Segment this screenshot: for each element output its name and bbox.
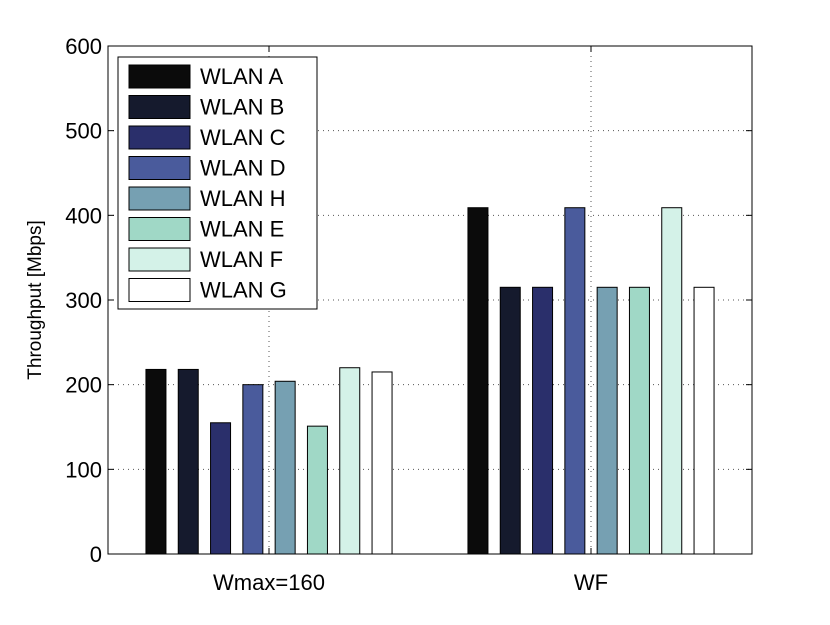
y-tick-label: 400	[65, 203, 102, 228]
y-tick-label: 500	[65, 119, 102, 144]
y-tick-label: 600	[65, 34, 102, 59]
bar-wlan-c-1	[210, 422, 232, 555]
legend-label: WLAN D	[200, 156, 286, 181]
y-tick-label: 100	[65, 457, 102, 482]
y-tick-label: 300	[65, 288, 102, 313]
legend-swatch-wlan-b	[128, 95, 191, 119]
legend-swatch-wlan-d	[128, 156, 191, 180]
legend-swatch-wlan-c	[128, 125, 191, 150]
bar-wlan-a-1	[145, 368, 167, 555]
legend-label: WLAN F	[200, 247, 283, 272]
legend-swatch-wlan-h	[128, 186, 191, 211]
bar-wlan-d-1	[242, 384, 264, 555]
bar-wlan-e-2	[628, 286, 650, 555]
x-category-labels: Wmax=160 WF	[213, 570, 608, 595]
legend-swatch-wlan-g	[128, 278, 191, 302]
bar-wlan-f-1	[339, 367, 361, 555]
bar-wlan-f-2	[661, 207, 683, 555]
y-tick-label: 0	[90, 542, 102, 567]
bar-wlan-e-1	[306, 425, 328, 555]
legend: WLAN A WLAN B WLAN C WLAN D WLAN H WLAN E WLAN…	[117, 56, 318, 310]
x-category-label: WF	[574, 570, 608, 595]
x-category-label: Wmax=160	[213, 570, 325, 595]
legend-label: WLAN C	[200, 125, 286, 150]
legend-label: WLAN E	[200, 217, 284, 242]
bar-wlan-g-2	[693, 286, 715, 555]
legend-label: WLAN A	[200, 64, 283, 89]
bar-wlan-a-2	[467, 207, 489, 555]
bar-wlan-b-1	[177, 368, 199, 555]
legend-label: WLAN G	[200, 278, 287, 303]
legend-swatch-wlan-e	[128, 217, 191, 241]
bar-wlan-d-2	[564, 207, 586, 555]
bar-wlan-h-2	[596, 286, 618, 555]
legend-label: WLAN B	[200, 95, 284, 120]
legend-label: WLAN H	[200, 186, 286, 211]
axis-ticks	[108, 45, 752, 555]
legend-swatch-wlan-f	[128, 247, 191, 272]
legend-swatch-wlan-a	[128, 64, 191, 89]
bar-wlan-c-2	[532, 286, 554, 555]
y-axis-title: Throughput [Mbps]	[25, 220, 46, 379]
bar-wlan-b-2	[499, 286, 521, 555]
bar-wlan-h-1	[274, 380, 296, 555]
y-tick-labels: 0 100 200 300 400 500 600	[65, 34, 102, 567]
bar-wlan-g-1	[371, 371, 393, 555]
y-tick-label: 200	[65, 373, 102, 398]
